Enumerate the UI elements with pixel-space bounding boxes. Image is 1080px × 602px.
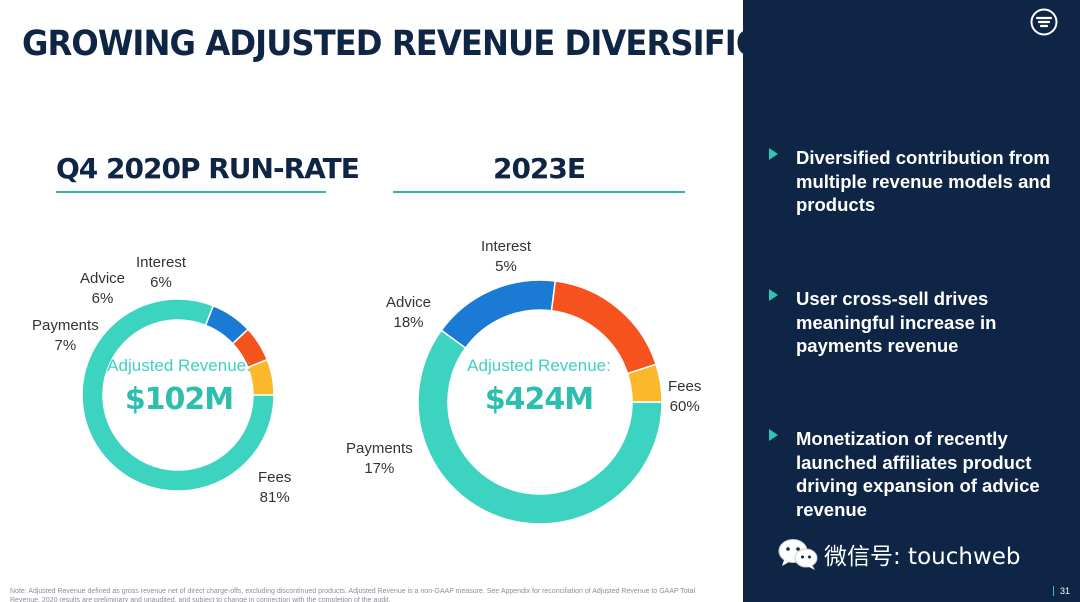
center-caption: Adjusted Revenue: [467,356,611,375]
slice-label-name: Interest [136,254,187,271]
donut-slice-interest [626,363,663,403]
chart-title-2023e: 2023E [492,152,586,185]
bullet-arrow-icon [769,148,778,160]
slice-label-payments: Payments 7% [32,316,99,356]
slice-label-value: 81% [259,489,290,506]
slice-label-name: Interest [481,238,532,255]
slice-label-advice: Advice 18% [386,293,431,333]
chart-title-q4-2020p: Q4 2020P RUN-RATE [56,152,360,185]
bullet-arrow-icon [769,289,778,301]
donut-chart-q4-2020p [81,298,275,492]
wechat-watermark: 微信号: touchweb [776,536,1021,572]
donut-slice-interest [246,358,275,396]
slice-label-name: Fees [258,469,292,486]
footnote: Note: Adjusted Revenue defined as gross … [10,588,696,602]
slice-label-value: 5% [495,258,517,275]
slice-label-payments: Payments 17% [346,439,413,479]
bullet-text: Diversified contribution from multiple r… [796,147,1051,215]
slice-label-value: 6% [91,290,114,307]
slice-label-name: Payments [32,317,99,334]
slice-label-name: Payments [346,440,413,457]
donut-slice-fees [81,298,275,492]
slice-label-value: 7% [54,337,77,354]
chart-title-underline [393,191,685,193]
slice-label-advice: Advice 6% [80,269,125,309]
bullet-text: User cross-sell drives meaningful increa… [796,288,997,356]
slice-label-value: 60% [669,398,700,415]
donut-slice-fees [417,329,663,525]
bullet-text: Monetization of recently launched affili… [796,428,1040,520]
donut-center-label: Adjusted Revenue: $102M [104,355,254,417]
center-value: $102M [124,382,234,417]
slice-label-interest: Interest 5% [481,237,531,277]
center-caption: Adjusted Revenue: [107,356,251,375]
slice-label-fees: Fees 60% [668,377,701,417]
donut-slice-payments [440,279,557,349]
slice-label-interest: Interest 6% [136,253,186,293]
donut-center-label: Adjusted Revenue: $424M [464,355,614,417]
slice-label-name: Advice [80,270,126,287]
page-title: GROWING ADJUSTED REVENUE DIVERSIFICATION [22,24,866,64]
bullet-arrow-icon [769,429,778,441]
slice-label-name: Fees [668,378,702,395]
center-value: $424M [484,382,594,417]
page-number: 31 [1052,586,1070,596]
moneylion-logo-icon [1030,8,1058,36]
slice-label-fees: Fees 81% [258,468,291,508]
slice-label-value: 6% [150,274,172,291]
sidebar-panel: Diversified contribution from multiple r… [743,0,1080,602]
watermark-text: 微信号: touchweb [824,544,1021,570]
slice-label-value: 18% [393,314,424,331]
donut-chart-2023e [417,279,663,525]
slice-label-value: 17% [364,460,395,477]
wechat-icon [778,539,818,570]
chart-title-underline [56,191,326,193]
slice-label-name: Advice [386,294,432,311]
